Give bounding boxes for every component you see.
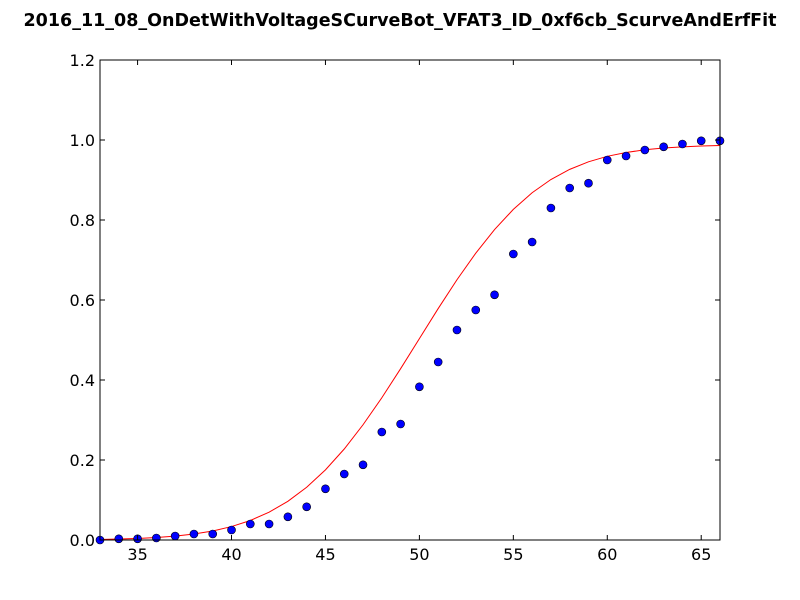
data-point — [602, 155, 612, 165]
data-point — [546, 203, 556, 213]
plot-frame — [99, 59, 721, 541]
data-point — [678, 139, 687, 149]
data-point — [321, 484, 330, 494]
data-point — [302, 502, 311, 512]
data-point — [283, 512, 293, 522]
y-tick-label: 0.0 — [70, 531, 95, 550]
data-point — [621, 151, 631, 161]
fit-curve — [99, 145, 721, 540]
y-tick-label: 0.4 — [70, 371, 95, 390]
data-point — [208, 529, 218, 539]
y-tick-label: 1.0 — [70, 131, 95, 150]
data-point — [640, 145, 650, 155]
y-tick-label: 1.2 — [70, 51, 95, 70]
data-point — [246, 519, 255, 529]
fit-layer — [99, 145, 721, 540]
x-tick-label: 65 — [691, 545, 711, 564]
data-point — [509, 249, 518, 259]
data-point — [452, 325, 462, 335]
x-tick-label: 40 — [221, 545, 241, 564]
data-point — [659, 142, 668, 152]
chart-title: 2016_11_08_OnDetWithVoltageSCurveBot_VFA… — [24, 11, 777, 31]
data-point — [527, 237, 537, 247]
data-point — [396, 419, 405, 429]
data-point — [471, 305, 481, 315]
data-point — [490, 290, 499, 300]
x-tick-label: 55 — [503, 545, 523, 564]
y-tick-label: 0.6 — [70, 291, 95, 310]
data-point — [189, 529, 199, 539]
y-tick-label: 0.8 — [70, 211, 95, 230]
x-tick-label: 35 — [127, 545, 147, 564]
x-tick-label: 50 — [409, 545, 429, 564]
x-tick-label: 60 — [597, 545, 617, 564]
data-point — [565, 183, 575, 193]
data-point — [433, 357, 443, 367]
data-point — [415, 382, 424, 392]
data-point — [264, 519, 274, 529]
data-point — [358, 460, 368, 470]
y-tick-label: 0.2 — [70, 451, 95, 470]
data-point — [339, 469, 349, 479]
data-point — [170, 531, 180, 541]
axis-ticks: 35 40 45 50 55 60 65 0.0 0.2 0.4 0.6 0.8 1.0 1.2 — [70, 51, 720, 564]
data-point — [377, 427, 387, 437]
data-point — [114, 534, 124, 544]
data-point — [584, 178, 593, 188]
data-point — [227, 525, 236, 535]
x-tick-label: 45 — [315, 545, 335, 564]
data-points — [95, 136, 725, 545]
data-point — [696, 136, 706, 146]
data-point — [152, 533, 161, 543]
